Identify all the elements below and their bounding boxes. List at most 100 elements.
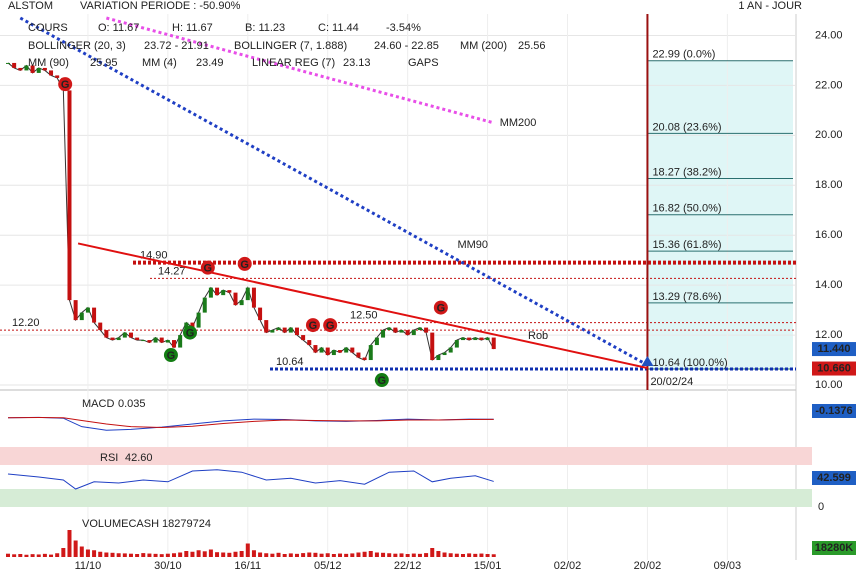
legend-item: 23.49 (196, 57, 224, 69)
volume-bar (436, 551, 441, 557)
fib-label: 22.99 (0.0%) (652, 49, 715, 61)
candle (172, 340, 177, 348)
tag-bg (812, 471, 856, 485)
rsi-upper-zone (0, 447, 812, 465)
candle (258, 307, 263, 321)
legend-item: B: 11.23 (245, 22, 285, 34)
x-tick-label: 05/12 (314, 560, 342, 572)
legend-item: H: 11.67 (172, 22, 213, 34)
candle (331, 350, 336, 356)
legend-item: BOLLINGER (7, 1.888) (234, 40, 347, 52)
volume-bar (6, 553, 10, 557)
symbol: ALSTOM (8, 0, 53, 12)
candle (307, 340, 312, 346)
volume-bar (424, 553, 429, 557)
candle (178, 335, 183, 348)
candle (454, 340, 459, 348)
candle (325, 347, 330, 356)
candle (381, 330, 386, 338)
volume-bar (387, 553, 392, 557)
macd-signal (7, 417, 494, 429)
volume-bar (258, 552, 263, 557)
volume-bar (98, 551, 103, 557)
candle (387, 327, 392, 331)
volume-bar (196, 550, 201, 557)
volume-bar (110, 552, 115, 557)
volume-bar (485, 554, 490, 557)
panel-value: 18279724 (162, 518, 211, 530)
price-tag-label: 11.440 (817, 343, 850, 355)
volume-bar (350, 553, 355, 557)
gap-label: G (437, 303, 446, 315)
volume-bar (460, 554, 465, 557)
x-tick-label: 22/12 (394, 560, 422, 572)
candle (165, 340, 170, 343)
volume-bar (122, 553, 127, 557)
volume-bar (282, 554, 287, 557)
volume-bar (208, 549, 213, 557)
volume-bar (374, 552, 379, 557)
volume-bar (479, 553, 484, 557)
candle (485, 337, 490, 341)
candle (393, 327, 398, 333)
volume-bar (178, 552, 183, 557)
panel-name: VOLUMECASH (82, 518, 159, 530)
volume-bar (294, 553, 299, 557)
volume-bar (362, 551, 367, 557)
legend-item: C: 11.44 (318, 22, 359, 34)
regression-line (77, 242, 648, 370)
candle (159, 337, 164, 343)
volume-bar (288, 553, 293, 557)
candle (6, 62, 10, 64)
candle (417, 327, 422, 331)
volume-bar (245, 543, 250, 557)
candle (442, 352, 447, 356)
volume-bar (221, 552, 226, 557)
volume-bar (338, 553, 343, 557)
candle (356, 352, 361, 358)
panel-tag: 18280K (815, 542, 854, 554)
legend-item: GAPS (408, 57, 439, 69)
panel-name: RSI (100, 452, 118, 464)
x-tick-label: 15/01 (474, 560, 502, 572)
candle (92, 307, 97, 323)
volume-bar (104, 552, 109, 557)
fib-label: 15.36 (61.8%) (652, 239, 721, 251)
price-tag-label: 10.660 (817, 362, 851, 374)
volume-bar (215, 552, 220, 557)
gap-marker (182, 325, 197, 340)
legend-item: MM (90) (28, 57, 69, 69)
candle (18, 67, 23, 71)
volume-bar (356, 552, 361, 557)
candle (338, 350, 343, 353)
candle (448, 347, 453, 353)
y-tick-label: 22.00 (815, 79, 843, 91)
volume-bar (147, 553, 152, 557)
fib-label: 18.27 (38.2%) (652, 166, 721, 178)
volume-bar (141, 553, 146, 557)
volume-bar (331, 554, 336, 557)
gap-label: G (167, 350, 176, 362)
volume-bar (430, 548, 435, 557)
volume-bar (85, 549, 90, 557)
candle (190, 322, 195, 328)
y-tick-label: 14.00 (815, 279, 843, 291)
legend-item: 24.60 - 22.85 (374, 40, 439, 52)
volume-bar (55, 553, 60, 557)
candle (479, 337, 484, 341)
candle (49, 70, 54, 76)
legend-item: 23.72 - 21.91 (144, 40, 209, 52)
rsi-line (7, 469, 494, 490)
volume-bar (491, 554, 496, 557)
level-label: 12.50 (350, 309, 378, 321)
volume-bar (190, 551, 195, 557)
volume-bar (172, 553, 177, 557)
volume-bar (116, 553, 121, 557)
volume-bar (411, 553, 416, 557)
level-label: 14.27 (158, 265, 186, 277)
candle (350, 347, 355, 353)
gap-label: G (204, 263, 213, 275)
candle (264, 320, 269, 333)
volume-bar (276, 552, 281, 557)
